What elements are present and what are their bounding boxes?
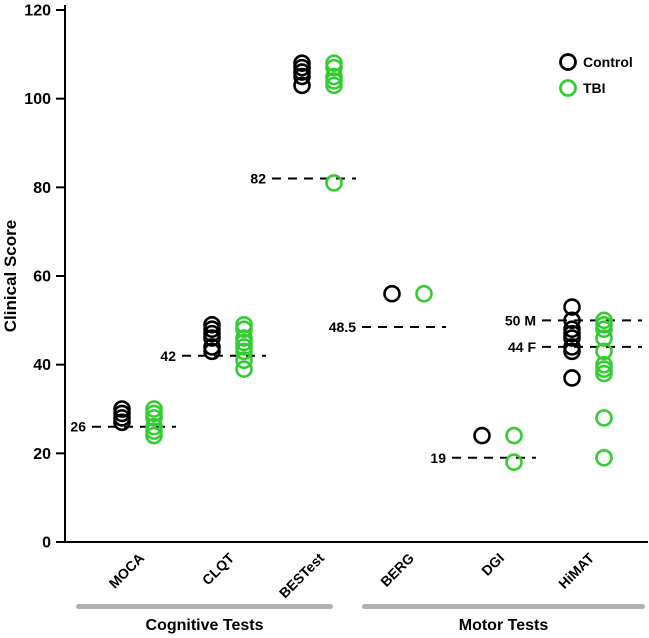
y-tick-label: 100 bbox=[24, 91, 51, 108]
data-point-tbi bbox=[505, 453, 523, 472]
data-point-control bbox=[203, 342, 221, 361]
data-point-tbi bbox=[505, 426, 523, 445]
y-tick-label: 60 bbox=[33, 269, 51, 286]
data-point-tbi bbox=[325, 76, 343, 95]
y-tick-label: 0 bbox=[42, 535, 51, 552]
x-axis-label: CLQT bbox=[199, 549, 238, 588]
x-axis-label: BERG bbox=[377, 550, 417, 590]
data-point-control bbox=[113, 413, 131, 432]
data-point-control bbox=[293, 76, 311, 95]
data-point-tbi bbox=[595, 409, 613, 427]
data-point-tbi bbox=[595, 448, 613, 467]
x-axis-label: MOCA bbox=[106, 550, 148, 592]
data-point-control bbox=[203, 329, 221, 347]
data-point-tbi bbox=[415, 284, 433, 303]
group-bar bbox=[76, 604, 333, 609]
group-label: Motor Tests bbox=[459, 617, 549, 634]
x-axis-label: DGI bbox=[478, 550, 507, 579]
y-axis-title: Clinical Score bbox=[1, 220, 20, 332]
reference-line-label: 48.5 bbox=[329, 319, 356, 335]
data-point-tbi bbox=[325, 174, 343, 192]
data-point-tbi bbox=[325, 58, 343, 77]
data-point-tbi bbox=[595, 342, 613, 361]
data-point-tbi bbox=[595, 320, 613, 339]
y-tick-label: 40 bbox=[33, 357, 51, 374]
legend-marker-tbi bbox=[559, 79, 577, 97]
group-bar bbox=[362, 604, 645, 609]
data-point-tbi bbox=[145, 409, 163, 427]
legend-marker-control bbox=[559, 53, 577, 71]
data-point-control bbox=[563, 298, 581, 316]
data-point-tbi bbox=[235, 320, 253, 339]
data-point-control bbox=[563, 342, 581, 361]
reference-line-label: 44 F bbox=[508, 339, 536, 355]
data-point-control bbox=[563, 329, 581, 347]
x-axis-label: BESTest bbox=[276, 550, 328, 602]
reference-line-label: 26 bbox=[70, 419, 86, 435]
x-axis-label: HiMAT bbox=[555, 549, 597, 591]
data-point-tbi bbox=[235, 342, 253, 361]
reference-line-label: 42 bbox=[160, 348, 176, 364]
data-point-control bbox=[563, 369, 581, 387]
reference-line-label: 19 bbox=[430, 450, 446, 466]
legend-label: TBI bbox=[583, 80, 606, 96]
y-tick-label: 20 bbox=[33, 446, 51, 463]
reference-line-label: 82 bbox=[250, 170, 266, 186]
data-point-control bbox=[563, 311, 581, 330]
data-point-tbi bbox=[235, 351, 253, 370]
data-point-tbi bbox=[595, 329, 613, 347]
y-tick-label: 80 bbox=[33, 180, 51, 197]
legend-label: Control bbox=[583, 54, 633, 70]
data-point-tbi bbox=[235, 360, 253, 378]
group-label: Cognitive Tests bbox=[146, 617, 264, 634]
data-point-tbi bbox=[145, 426, 163, 445]
y-tick-label: 120 bbox=[24, 3, 51, 20]
data-point-control bbox=[473, 426, 491, 445]
data-point-control bbox=[383, 284, 401, 303]
data-point-tbi bbox=[595, 364, 613, 383]
data-point-control bbox=[293, 67, 311, 86]
reference-line-label: 50 M bbox=[505, 312, 536, 328]
